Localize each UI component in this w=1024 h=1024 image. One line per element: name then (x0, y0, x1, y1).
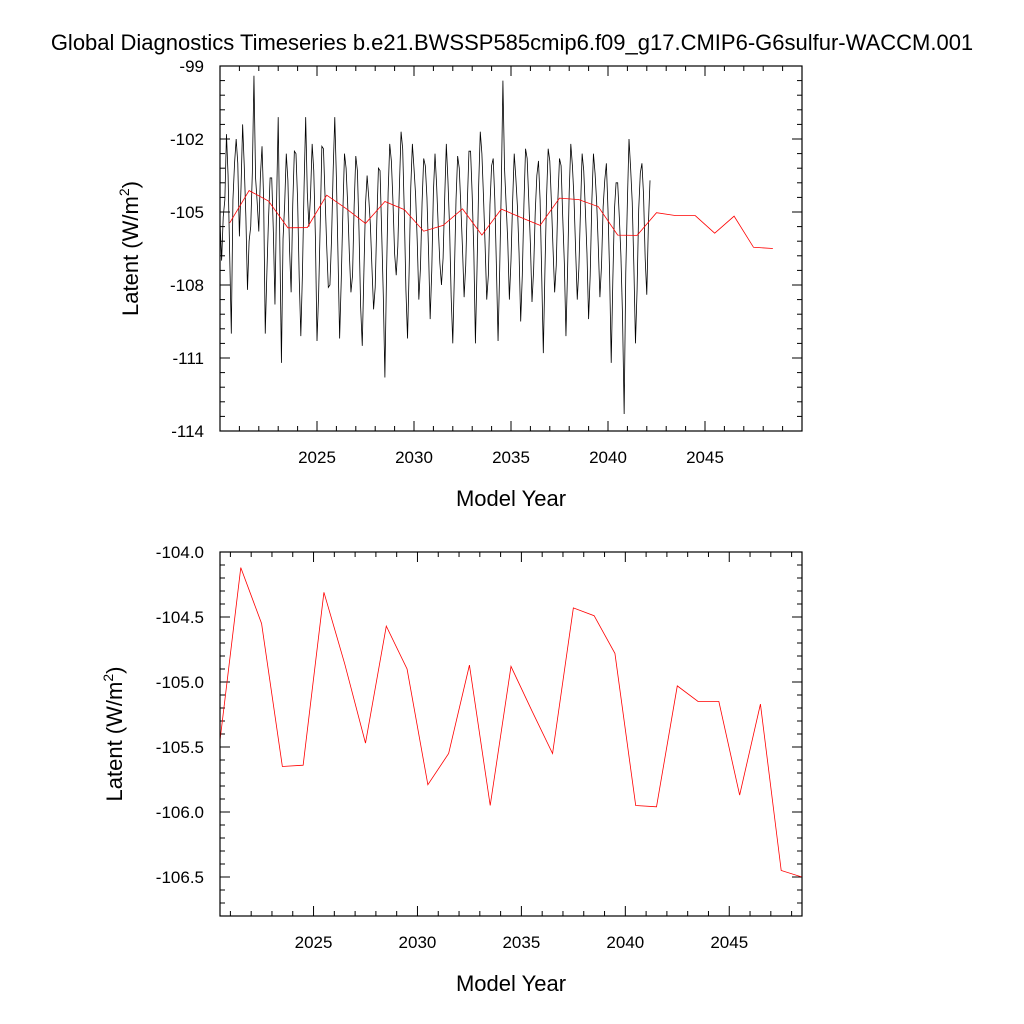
y-tick-label: -108 (170, 276, 204, 295)
x-tick-label: 2035 (492, 448, 530, 467)
ticks (220, 551, 802, 917)
x-tick-label: 2035 (502, 933, 540, 952)
figure-title: Global Diagnostics Timeseries b.e21.BWSS… (50, 30, 974, 55)
x-tick-label: 2045 (686, 448, 724, 467)
series-line (220, 75, 651, 414)
y-axis-label: Latent (W/m2) (100, 667, 127, 802)
series-line (229, 190, 773, 249)
x-tick-label: 2030 (399, 933, 437, 952)
x-tick-label: 2030 (395, 448, 433, 467)
y-tick-label: -106.5 (156, 868, 204, 887)
x-tick-label: 2040 (606, 933, 644, 952)
y-tick-label: -106.0 (156, 803, 204, 822)
y-tick-label: -102 (170, 130, 204, 149)
y-tick-label: -105 (170, 203, 204, 222)
series-line (220, 567, 802, 878)
x-axis-label: Model Year (456, 486, 566, 511)
y-tick-label: -114 (171, 422, 204, 441)
y-tick-label: -104.5 (156, 608, 204, 627)
plot-frame (219, 551, 803, 917)
y-tick-label: -105.0 (156, 673, 204, 692)
y-tick-label: -99 (179, 57, 204, 76)
top-panel: 2025 2030 2035 2040 2045 -99 -102 -105 -108 -111 -… (116, 57, 803, 511)
x-tick-label: 2040 (589, 448, 627, 467)
x-tick-label: 2045 (710, 933, 748, 952)
x-tick-label: 2025 (295, 933, 333, 952)
y-tick-label: -111 (172, 349, 204, 368)
y-tick-label: -105.5 (156, 738, 204, 757)
bottom-panel: 2025 2030 2035 2040 2045 -104.0 -104.5 -105.0 -1… (100, 543, 803, 996)
y-axis-label: Latent (W/m2) (116, 181, 143, 316)
x-tick-label: 2025 (298, 448, 336, 467)
plot-frame (219, 65, 803, 432)
ticks (219, 65, 803, 432)
x-axis-label: Model Year (456, 971, 566, 996)
y-tick-label: -104.0 (156, 543, 204, 562)
